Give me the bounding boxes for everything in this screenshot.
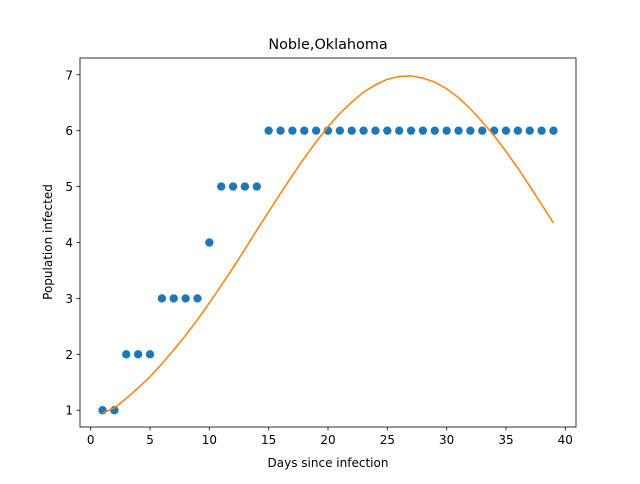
data-point	[181, 294, 190, 303]
data-point	[193, 294, 202, 303]
data-point	[122, 350, 131, 359]
x-axis-label: Days since infection	[268, 456, 389, 470]
data-point	[418, 126, 428, 135]
x-tick-label: 30	[439, 433, 454, 447]
y-tick-label: 5	[65, 180, 73, 194]
data-point	[442, 126, 451, 135]
x-tick-label: 25	[380, 433, 395, 447]
y-tick-label: 4	[65, 236, 73, 250]
y-tick-label: 1	[65, 404, 73, 418]
data-point	[98, 406, 107, 415]
data-point	[525, 126, 534, 135]
data-point	[549, 126, 558, 135]
data-point	[311, 126, 321, 135]
y-tick-label: 7	[65, 68, 73, 82]
plot-frame	[79, 57, 577, 428]
x-tick-label: 0	[87, 433, 95, 447]
data-point	[276, 126, 285, 135]
x-tick-label: 35	[498, 433, 513, 447]
data-point	[145, 350, 155, 359]
data-point	[157, 294, 167, 303]
data-point	[217, 182, 226, 191]
data-point	[454, 126, 463, 135]
data-point	[347, 126, 356, 135]
data-point	[383, 126, 392, 135]
y-tick-label: 6	[65, 124, 73, 138]
data-point	[264, 126, 273, 135]
data-point	[169, 294, 178, 303]
data-point	[371, 126, 380, 135]
data-point	[335, 126, 345, 135]
data-point	[430, 126, 439, 135]
data-point	[205, 238, 214, 247]
fit-line	[102, 75, 555, 414]
data-point	[359, 126, 368, 135]
data-point	[394, 126, 404, 135]
y-tick-label: 3	[65, 292, 73, 306]
data-point	[513, 126, 523, 135]
data-point	[228, 182, 238, 191]
data-point	[133, 350, 143, 359]
y-tick-label: 2	[65, 348, 73, 362]
data-point	[300, 126, 309, 135]
data-point	[240, 182, 250, 191]
y-axis-label: Population infected	[41, 184, 55, 300]
data-point	[478, 126, 487, 135]
x-tick-label: 40	[558, 433, 573, 447]
x-tick-label: 20	[320, 433, 335, 447]
x-tick-label: 5	[146, 433, 154, 447]
data-point	[501, 126, 511, 135]
data-point	[288, 126, 297, 135]
data-point	[466, 126, 475, 135]
x-tick-label: 10	[202, 433, 217, 447]
data-point	[489, 126, 499, 135]
x-tick-label: 15	[261, 433, 276, 447]
data-point	[252, 182, 262, 191]
chart-title: Noble,Oklahoma	[268, 37, 387, 53]
data-point	[406, 126, 416, 135]
data-point	[537, 126, 546, 135]
